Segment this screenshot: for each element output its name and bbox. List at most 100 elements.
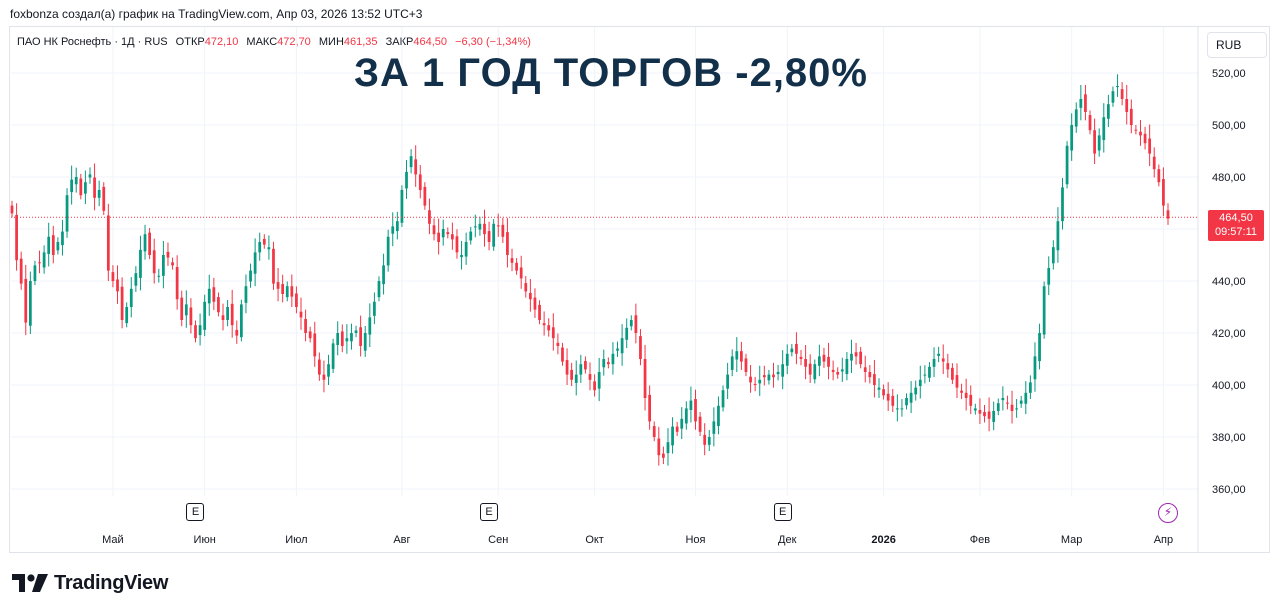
candle-body: [189, 307, 193, 326]
candle-body: [900, 408, 904, 410]
candle-body: [799, 356, 803, 359]
candle-body: [914, 387, 918, 395]
candle-body: [501, 224, 505, 237]
y-tick-label: 420,00: [1212, 328, 1246, 340]
candle-body: [1084, 94, 1087, 112]
candle-body: [386, 236, 390, 266]
candle-body: [1024, 392, 1028, 404]
candle-body: [762, 375, 766, 378]
candle-body: [565, 360, 569, 375]
candle-body: [744, 358, 748, 372]
chart-panel[interactable]: [9, 26, 1270, 553]
symbol-label[interactable]: ПАО НК Роснефть · 1Д · RUS: [17, 36, 168, 48]
candle-body: [473, 226, 477, 228]
candle-body: [675, 426, 679, 432]
tradingview-logo[interactable]: TradingView: [12, 571, 168, 595]
candle-body: [276, 282, 280, 289]
candle-body: [405, 171, 408, 189]
candle-body: [42, 252, 46, 268]
candle-body: [813, 364, 817, 380]
candle-body: [868, 372, 872, 378]
tradingview-logo-text: TradingView: [54, 571, 169, 594]
candle-body: [395, 221, 399, 232]
candle-body: [304, 318, 307, 333]
candle-body: [212, 287, 216, 302]
candle-body: [1111, 91, 1115, 103]
earnings-marker[interactable]: E: [480, 503, 499, 521]
candle-body: [758, 379, 762, 384]
candle-body: [556, 342, 560, 346]
candle-body: [905, 398, 908, 406]
candle-body: [946, 363, 950, 370]
candle-body: [125, 307, 129, 324]
candle-body: [969, 394, 973, 406]
candle-body: [850, 353, 853, 361]
candle-body: [515, 262, 518, 271]
candle-body: [285, 286, 289, 298]
candle-body: [781, 364, 785, 377]
candle-body: [317, 359, 321, 375]
candle-body: [1006, 402, 1009, 404]
candle-body: [983, 412, 986, 417]
candle-body: [671, 426, 674, 446]
y-tick-label: 400,00: [1212, 380, 1246, 392]
earnings-marker[interactable]: E: [773, 503, 792, 521]
y-tick-label: 360,00: [1212, 484, 1246, 496]
candle-body: [749, 376, 752, 383]
candle-body: [698, 416, 702, 432]
candle-body: [662, 453, 665, 458]
earnings-marker[interactable]: E: [186, 503, 205, 521]
candle-body: [629, 320, 633, 327]
candle-body: [354, 330, 358, 333]
candle-body: [313, 333, 317, 357]
low-label: МИН: [318, 36, 344, 48]
candle-body: [790, 348, 794, 353]
candle-body: [262, 238, 266, 245]
candle-body: [464, 242, 468, 257]
candle-body: [873, 374, 876, 385]
candle-body: [340, 331, 344, 346]
candle-body: [1157, 169, 1161, 183]
candle-body: [102, 186, 106, 211]
candle-body: [1143, 133, 1147, 144]
candle-body: [721, 390, 725, 408]
candle-body: [538, 304, 541, 320]
x-tick-label: Апр: [1154, 534, 1173, 546]
candle-body: [1079, 99, 1083, 108]
candle-body: [992, 411, 996, 422]
candle-body: [1051, 247, 1055, 264]
y-tick-label: 500,00: [1212, 120, 1246, 132]
candle-body: [460, 255, 463, 258]
candle-body: [588, 374, 592, 380]
candle-body: [162, 255, 165, 276]
candle-body: [1152, 156, 1156, 170]
candle-body: [373, 301, 376, 316]
candle-body: [1125, 99, 1129, 112]
candle-body: [817, 356, 821, 366]
candle-body: [207, 288, 211, 304]
candle-body: [290, 286, 294, 297]
x-tick-label: Ноя: [685, 534, 705, 546]
candle-body: [496, 225, 500, 227]
candle-body: [767, 374, 771, 381]
candle-body: [327, 364, 330, 377]
candle-body: [634, 315, 638, 333]
lightning-icon[interactable]: ⚡: [1158, 503, 1178, 523]
candle-body: [776, 372, 780, 375]
candle-body: [322, 374, 326, 380]
candle-body: [639, 336, 642, 359]
candle-body: [845, 359, 849, 375]
currency-button[interactable]: RUB: [1207, 32, 1267, 58]
candle-body: [840, 369, 844, 372]
candle-body: [184, 304, 188, 316]
candle-body: [336, 333, 340, 345]
candle-body: [19, 258, 23, 284]
candle-body: [93, 177, 96, 198]
candle-body: [1116, 86, 1119, 87]
candle-body: [524, 283, 528, 292]
candle-body: [1106, 104, 1110, 119]
candle-body: [928, 366, 931, 378]
candle-body: [15, 214, 18, 261]
candle-body: [735, 351, 739, 360]
